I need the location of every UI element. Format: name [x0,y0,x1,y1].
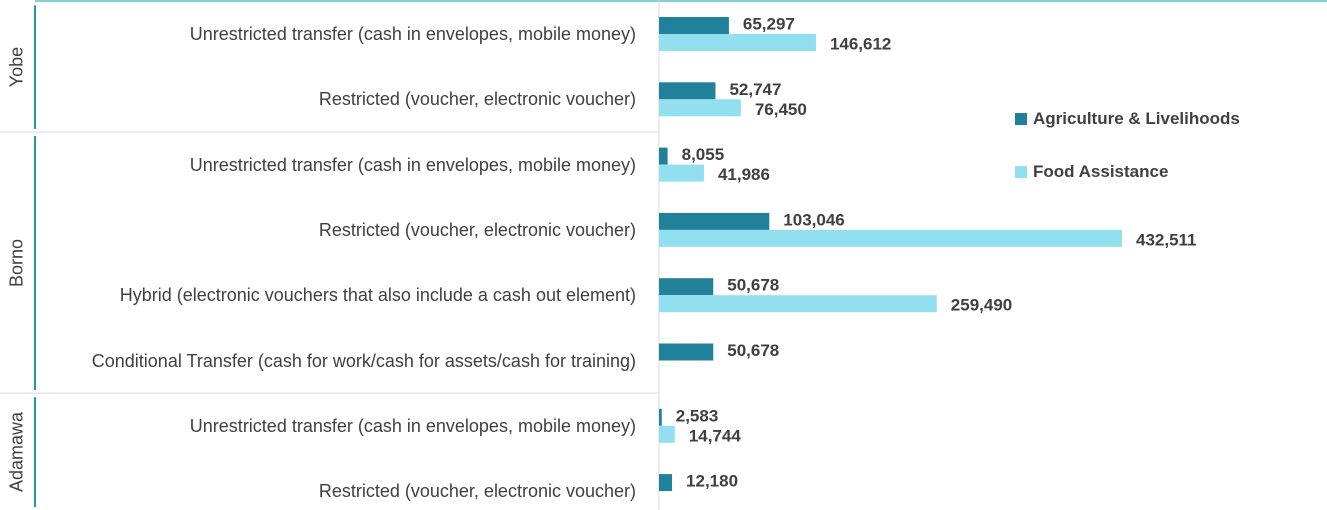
data-label: 52,747 [729,80,781,99]
bar [659,343,714,361]
bar [659,278,714,296]
group-label-text: Borno [6,238,27,287]
bar [659,295,937,313]
data-label: 14,744 [689,426,742,445]
bar [659,164,704,182]
data-label: 50,678 [727,341,779,360]
group-label-text: Yobe [6,46,27,87]
bar [659,212,770,230]
category-label: Restricted (voucher, electronic voucher) [319,218,636,242]
bar [659,17,729,34]
group-label-text: Adamawa [6,411,27,492]
category-label: Unrestricted transfer (cash in envelopes… [190,153,636,177]
category-label: Restricted (voucher, electronic voucher) [319,479,636,503]
bar [659,474,673,492]
category-label-text: Conditional Transfer (cash for work/cash… [91,350,636,371]
data-label: 12,180 [686,472,738,491]
category-label: Conditional Transfer (cash for work/cash… [92,349,636,373]
category-label-text: Restricted (voucher, electronic voucher) [318,89,636,110]
bar [659,408,662,426]
bar [659,99,741,117]
category-label-text: Hybrid (electronic vouchers that also in… [119,285,636,306]
data-label: 50,678 [727,276,779,295]
data-label: 76,450 [755,100,807,119]
data-label: 65,297 [743,14,795,33]
group-label: Yobe [7,46,28,86]
bar [659,229,1122,247]
bar [659,34,816,51]
category-label: Unrestricted transfer (cash in envelopes… [190,22,636,46]
data-label: 103,046 [783,210,844,229]
legend-swatch [1015,166,1027,178]
bar [659,82,716,100]
bar [659,147,668,165]
category-label-text: Restricted (voucher, electronic voucher) [318,481,636,502]
category-label-text: Unrestricted transfer (cash in envelopes… [189,154,636,175]
category-label-text: Unrestricted transfer (cash in envelopes… [189,24,636,44]
group-label: Borno [7,239,28,287]
category-label: Restricted (voucher, electronic voucher) [319,87,636,111]
legend-label: Food Assistance [1033,162,1169,181]
data-label: 41,986 [718,165,770,184]
data-label: 8,055 [682,145,725,164]
legend-label: Agriculture & Livelihoods [1033,109,1240,128]
bar [659,425,675,443]
data-label: 146,612 [830,34,891,53]
data-label: 259,490 [951,296,1012,315]
legend-swatch [1015,113,1027,125]
group-label: Adamawa [7,412,28,492]
legend-item: Food Assistance [1015,162,1168,182]
category-label-text: Unrestricted transfer (cash in envelopes… [189,415,636,436]
legend-item: Agriculture & Livelihoods [1015,109,1240,129]
data-label: 432,511 [1136,230,1197,249]
data-label: 2,583 [676,406,719,425]
category-label: Unrestricted transfer (cash in envelopes… [190,414,636,438]
category-label-text: Restricted (voucher, electronic voucher) [318,219,636,240]
category-label: Hybrid (electronic vouchers that also in… [120,283,636,307]
